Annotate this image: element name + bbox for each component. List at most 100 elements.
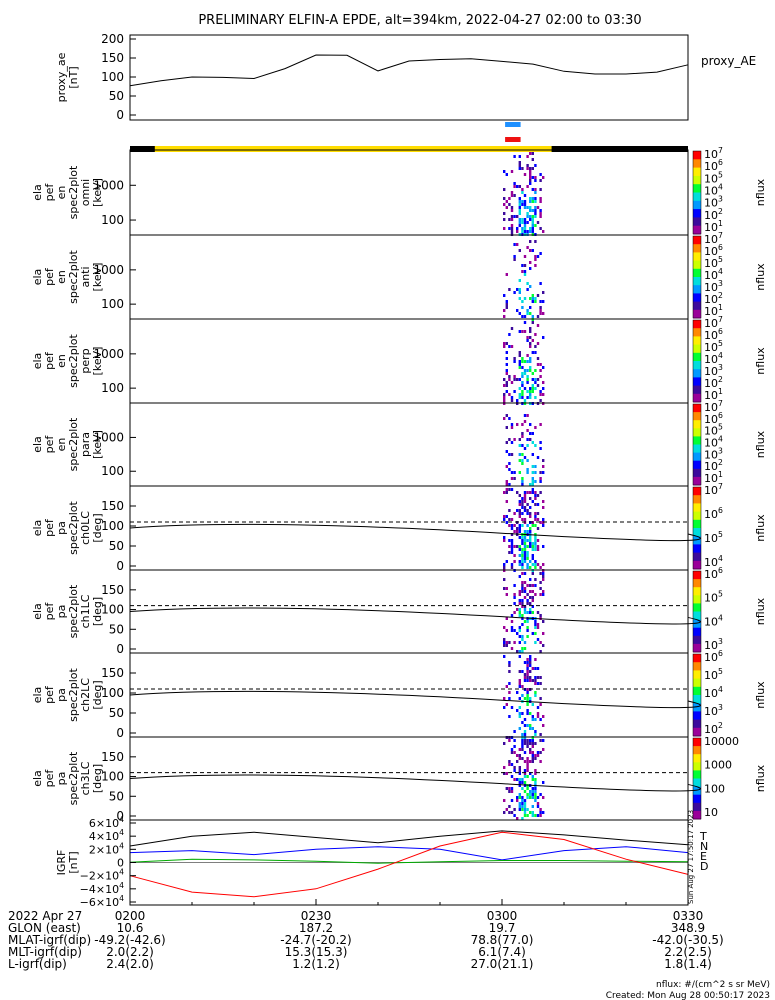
- colorbar-cell: [693, 167, 701, 177]
- spec-cell: [526, 557, 529, 560]
- spec-cell: [529, 602, 532, 605]
- spec-cell: [531, 727, 534, 730]
- ylabel-para: pef: [43, 435, 56, 454]
- colorbar-cell: [693, 662, 701, 671]
- spec-cell: [531, 548, 534, 551]
- spec-cell: [526, 742, 529, 745]
- spec-cell: [508, 417, 511, 420]
- footer-value: 2.0(2.2): [106, 945, 154, 959]
- spec-cell: [521, 787, 524, 790]
- colorbar-cell: [693, 635, 701, 645]
- spec-cell: [510, 423, 514, 426]
- spec-cell: [531, 760, 534, 763]
- spec-cell: [526, 438, 529, 441]
- footer-value: -49.2(-42.6): [94, 933, 165, 947]
- spec-cell: [518, 685, 521, 688]
- spec-cell: [534, 396, 537, 399]
- spec-cell: [526, 673, 529, 676]
- spec-cell: [526, 375, 529, 378]
- spec-cell: [521, 557, 524, 560]
- spec-cell: [523, 811, 527, 814]
- spec-cell: [531, 584, 534, 587]
- colorbar-frame: [692, 319, 702, 403]
- spec-cell: [529, 249, 532, 252]
- colorbar-frame: [692, 570, 702, 653]
- spec-cell: [521, 459, 524, 462]
- spec-cell: [542, 393, 545, 396]
- ae-ytick: 200: [101, 32, 124, 46]
- ae-ytick: 50: [109, 89, 124, 103]
- spec-cell: [529, 179, 532, 182]
- panel-frame-para: [129, 402, 689, 487]
- colorbar-cell: [693, 678, 701, 688]
- spec-cell: [539, 173, 542, 176]
- spec-cell: [521, 480, 524, 483]
- ylabel-omni: pef: [43, 183, 56, 202]
- spec-cell: [521, 366, 524, 369]
- spec-cell: [526, 629, 529, 632]
- spec-cell: [536, 676, 540, 679]
- spec-cell: [534, 497, 537, 500]
- loss-cone-line: [129, 690, 701, 709]
- ylabel-ch2: pef: [43, 685, 56, 704]
- spec-cell: [523, 772, 527, 775]
- spec-cell: [534, 560, 537, 563]
- spec-cell: [518, 527, 521, 530]
- spec-cell: [529, 170, 532, 173]
- spec-cell: [542, 381, 545, 384]
- spec-cell: [523, 518, 527, 521]
- spec-cell: [521, 733, 524, 736]
- spec-cell: [539, 477, 542, 480]
- spec-cell: [534, 188, 537, 191]
- spec-cell: [523, 387, 527, 390]
- spec-cell: [523, 297, 527, 300]
- spec-cell: [539, 375, 542, 378]
- spec-cell: [518, 291, 521, 294]
- spec-cell: [529, 811, 532, 814]
- spec-cell: [516, 215, 519, 218]
- spec-cell: [542, 572, 545, 575]
- spec-cell: [516, 309, 519, 312]
- spec-cell: [503, 626, 506, 629]
- spec-cell: [521, 203, 524, 206]
- spec-cell: [521, 638, 524, 641]
- spec-cell: [513, 641, 516, 644]
- spec-cell: [505, 491, 508, 494]
- spec-cell: [529, 566, 532, 569]
- ytick-perp: 100: [101, 381, 124, 395]
- ytick-ch2: 0: [116, 726, 124, 740]
- igrf-ytick: −2×104: [80, 868, 124, 883]
- ylabel-ch2: spec2plot: [67, 668, 80, 722]
- spec-cell: [542, 632, 545, 635]
- spec-cell: [536, 503, 540, 506]
- spec-cell: [529, 727, 532, 730]
- spec-cell: [518, 611, 521, 614]
- ytick-ch1: 150: [101, 583, 124, 597]
- igrf-legend-D: D: [700, 860, 708, 873]
- spec-cell: [510, 381, 514, 384]
- footer-value: 0300: [487, 909, 518, 923]
- spec-cell: [542, 578, 545, 581]
- spec-cell: [505, 787, 508, 790]
- footer-value: 19.7: [489, 921, 516, 935]
- spec-cell: [503, 644, 506, 647]
- colorbar-cell: [693, 444, 701, 454]
- spec-cell: [503, 539, 506, 542]
- spec-cell: [518, 200, 521, 203]
- spec-cell: [521, 444, 524, 447]
- spec-cell: [516, 491, 519, 494]
- spec-cell: [526, 509, 529, 512]
- spec-cell: [531, 599, 534, 602]
- spec-cell: [531, 491, 534, 494]
- spec-cell: [503, 212, 506, 215]
- colorbar-label: nflux: [754, 347, 767, 375]
- spec-cell: [510, 790, 514, 793]
- colorbar-tick: 104: [704, 685, 723, 700]
- spec-cell: [542, 336, 545, 339]
- ylabel-ch1: spec2plot: [67, 584, 80, 638]
- ylabel-ch1: pa: [55, 605, 68, 619]
- spec-cell: [505, 363, 508, 366]
- spec-cell: [518, 563, 521, 566]
- spec-cell: [536, 682, 540, 685]
- spec-cell: [521, 587, 524, 590]
